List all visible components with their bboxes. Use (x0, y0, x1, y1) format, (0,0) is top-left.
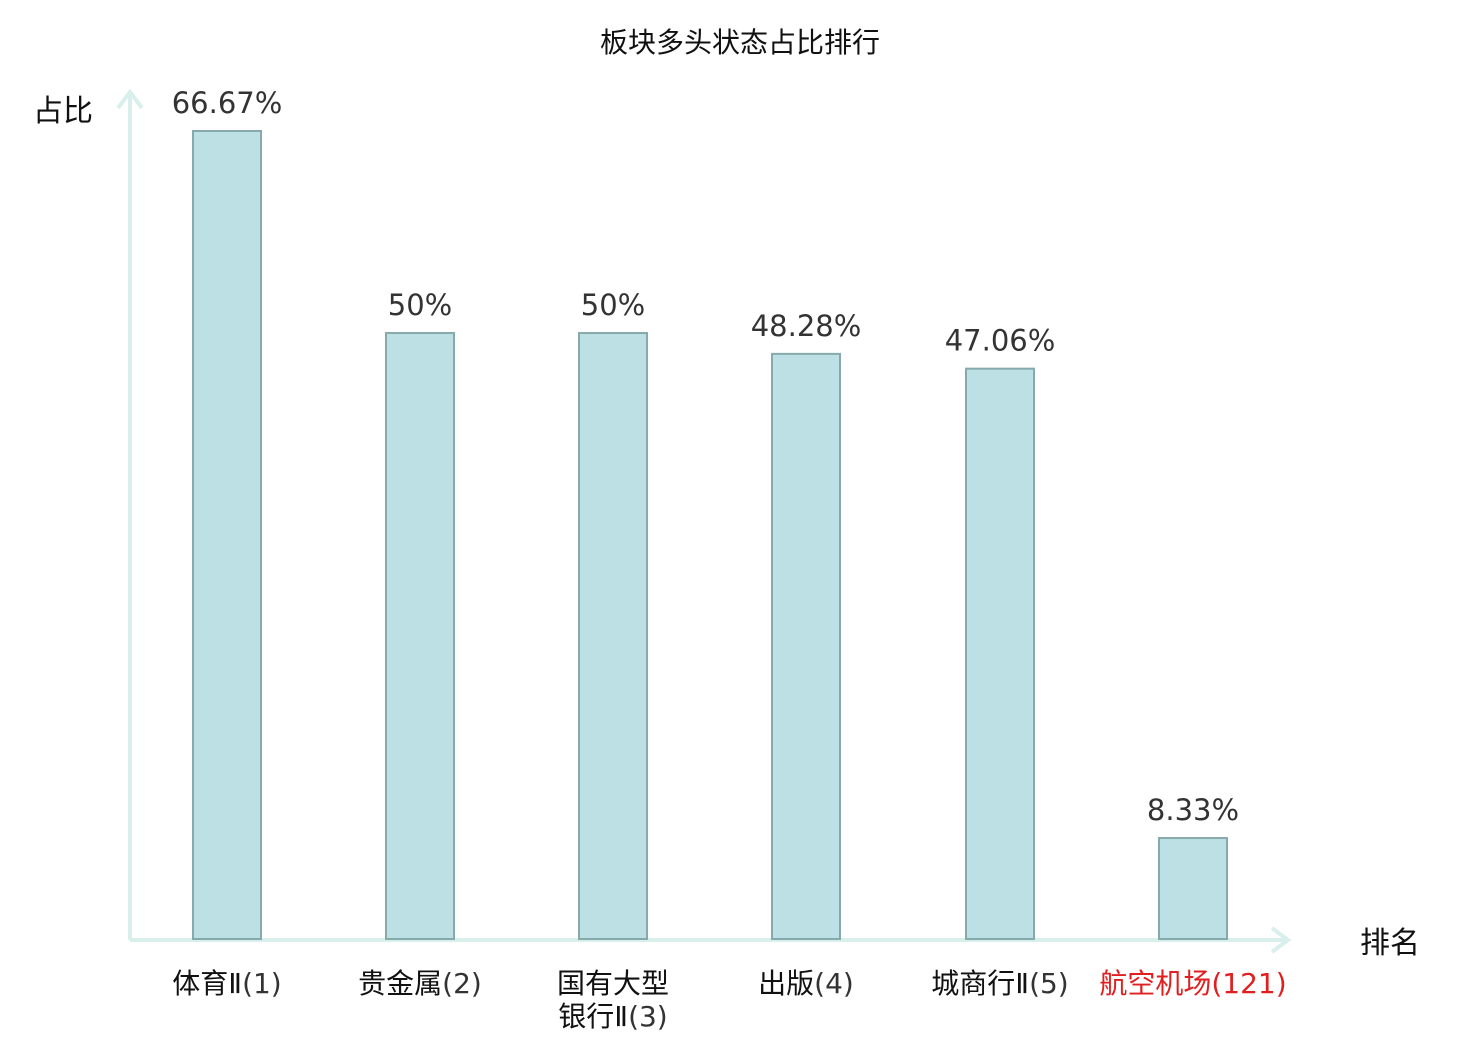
tick-rank: (1) (242, 967, 282, 1000)
bars (192, 130, 1228, 941)
bar (578, 332, 648, 941)
tick-rank: (3) (628, 1000, 668, 1033)
x-tick-label: 城商行Ⅱ(5) (931, 967, 1068, 1000)
value-label: 47.06% (945, 324, 1056, 358)
bar (385, 332, 455, 941)
tick-name: 国有大型 (557, 967, 669, 1000)
y-axis-arrow (116, 88, 144, 110)
value-label: 50% (581, 288, 645, 322)
tick-name: 城商行Ⅱ (931, 967, 1029, 1000)
x-tick-label: 体育Ⅱ(1) (172, 967, 281, 1000)
value-label: 50% (388, 288, 452, 322)
x-tick-label: 航空机场(121) (1099, 967, 1286, 1000)
tick-name: 出版 (758, 967, 814, 1000)
y-axis-label: 占比 (33, 94, 93, 129)
value-label: 8.33% (1147, 793, 1239, 827)
value-label: 66.67% (172, 86, 283, 120)
x-axis-arrow (1270, 926, 1292, 954)
value-label: 48.28% (751, 309, 862, 343)
value-labels: 66.67% 50% 50% 48.28% 47.06% 8.33% (172, 86, 1239, 827)
bar (965, 367, 1035, 940)
x-tick-label: 国有大型银行Ⅱ(3) (557, 967, 669, 1033)
tick-name: 航空机场 (1099, 967, 1211, 1000)
x-axis-label: 排名 (1360, 926, 1420, 961)
chart-title: 板块多头状态占比排行 (600, 26, 880, 59)
tick-name: 贵金属 (358, 967, 442, 1000)
tick-rank: (5) (1029, 967, 1069, 1000)
axes (116, 88, 1292, 954)
tick-rank: (4) (814, 967, 854, 1000)
tick-name: 体育Ⅱ (172, 967, 242, 1000)
bar (1158, 837, 1228, 941)
bar (771, 352, 841, 940)
x-tick-label: 出版(4) (758, 967, 854, 1000)
tick-rank: (121) (1211, 967, 1286, 1000)
bar (192, 130, 262, 940)
x-tick-label: 贵金属(2) (358, 967, 482, 1000)
x-tick-labels: 体育Ⅱ(1) 贵金属(2) 国有大型银行Ⅱ(3)出版(4) 城商行Ⅱ(5) 航空机场(1… (172, 967, 1286, 1033)
tick-rank: (2) (442, 967, 482, 1000)
tick-name: 银行Ⅱ (558, 1000, 628, 1033)
